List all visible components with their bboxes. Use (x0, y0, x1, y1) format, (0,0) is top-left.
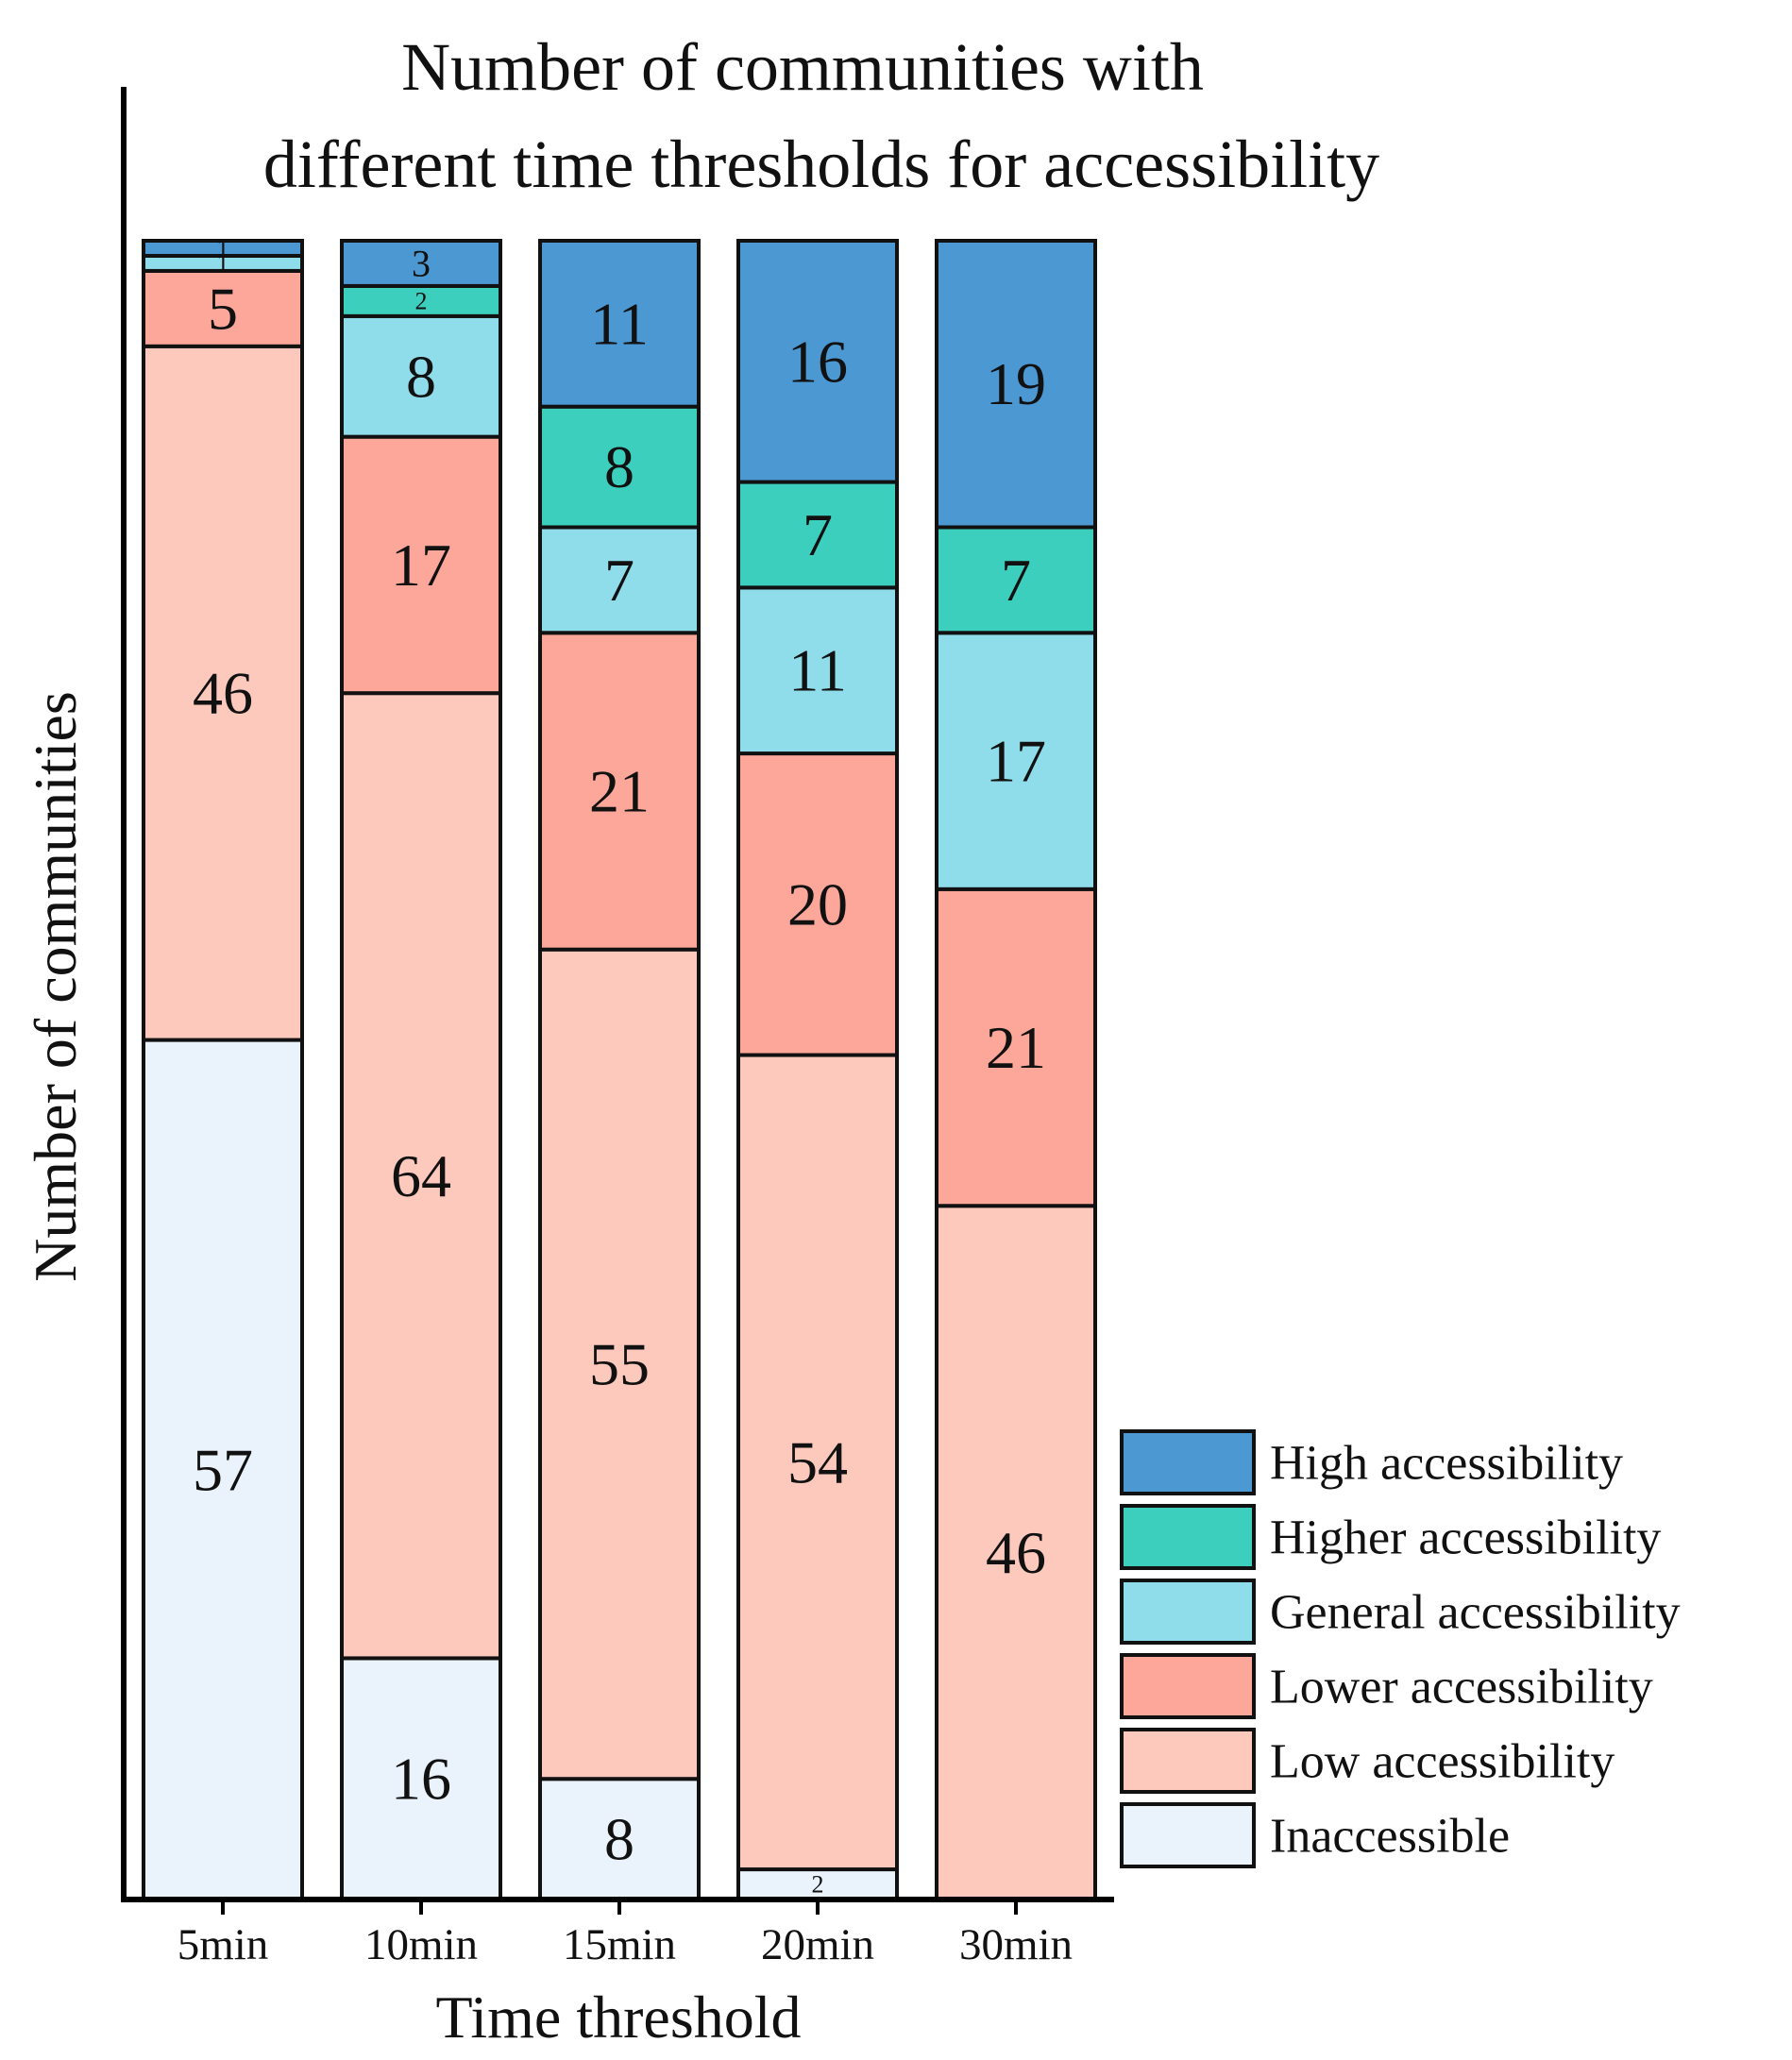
legend-swatch-lower-accessibility (1120, 1653, 1256, 1719)
bar-15min-low-accessibility (538, 947, 701, 1781)
bar-label-20min-lower-accessibility: 20 (787, 870, 848, 937)
legend-swatch-higher-accessibility (1120, 1504, 1256, 1570)
legend-swatch-inaccessible (1120, 1802, 1256, 1868)
bar-30min-higher-accessibility (935, 525, 1097, 635)
x-ticks-group: 5min 10min 15min 20min 30min (178, 1900, 1073, 1969)
legend-label-higher-accessibility: Higher accessibility (1270, 1511, 1661, 1565)
x-tick-label-30min: 30min (959, 1920, 1073, 1969)
bar-label-5min-high-accessibility: 1 (217, 234, 229, 262)
bar-label-5min-lower-accessibility: 5 (208, 275, 238, 342)
legend: High accessibility Higher accessibility Ge… (1120, 1429, 1681, 1868)
bar-label-30min-general-accessibility: 17 (986, 728, 1046, 795)
bar-label-30min-high-accessibility: 19 (986, 350, 1046, 417)
x-tick-label-15min: 15min (563, 1920, 676, 1969)
bar-label-30min-low-accessibility: 46 (986, 1519, 1046, 1586)
bar-label-10min-lower-accessibility: 17 (391, 532, 451, 599)
bar-label-20min-inaccessible: 2 (812, 1871, 824, 1899)
bar-label-15min-inaccessible: 8 (604, 1806, 634, 1873)
bar-label-15min-general-accessibility: 7 (604, 547, 634, 614)
bar-label-10min-low-accessibility: 64 (391, 1142, 451, 1209)
legend-label-low-accessibility: Low accessibility (1270, 1735, 1614, 1789)
bar-30min-lower-accessibility (935, 886, 1097, 1208)
bar-label-20min-low-accessibility: 54 (787, 1428, 848, 1495)
bar-5min-low-accessibility (142, 344, 304, 1042)
x-tick-label-20min: 20min (761, 1920, 874, 1969)
bar-30min-high-accessibility (935, 239, 1097, 530)
bar-label-10min-higher-accessibility: 2 (415, 287, 428, 314)
bar-label-5min-inaccessible: 57 (193, 1436, 253, 1503)
chart-title-line-2: different time thresholds for accessibil… (263, 127, 1379, 202)
legend-swatch-high-accessibility (1120, 1429, 1256, 1495)
bar-label-15min-higher-accessibility: 8 (604, 433, 634, 500)
bar-10min-high-accessibility (340, 239, 502, 288)
bar-5min-inaccessible (142, 1038, 304, 1901)
bar-label-20min-general-accessibility: 11 (788, 637, 847, 704)
bar-20min-higher-accessibility (736, 480, 899, 590)
legend-swatch-general-accessibility (1120, 1579, 1256, 1645)
bar-5min-high-accessibility (142, 239, 304, 258)
bar-label-30min-lower-accessibility: 21 (986, 1014, 1046, 1081)
legend-label-inaccessible: Inaccessible (1270, 1810, 1510, 1864)
bar-label-20min-high-accessibility: 16 (787, 328, 848, 395)
x-tick-label-5min: 5min (178, 1920, 269, 1969)
bar-label-10min-inaccessible: 16 (391, 1746, 451, 1813)
bar-15min-higher-accessibility (538, 404, 701, 530)
bar-label-15min-low-accessibility: 55 (589, 1330, 650, 1397)
bar-label-10min-general-accessibility: 8 (406, 343, 436, 410)
bar-20min-lower-accessibility (736, 751, 899, 1057)
bars-group: 57 46 5 11 16 64 17 8 2 3 8 55 21 7 8 11 2 54 20 1 17 16 46 21 1… (142, 234, 1097, 1902)
bar-30min-general-accessibility (935, 631, 1097, 891)
x-axis-title: Time threshold (436, 1984, 802, 2051)
bar-label-5min-low-accessibility: 46 (193, 660, 253, 727)
bar-10min-higher-accessibility (340, 283, 502, 318)
bar-15min-lower-accessibility (538, 631, 701, 952)
bar-20min-high-accessibility (736, 239, 899, 484)
legend-label-high-accessibility: High accessibility (1270, 1437, 1623, 1491)
x-tick-label-10min: 10min (364, 1920, 478, 1969)
bar-label-15min-lower-accessibility: 21 (589, 758, 650, 825)
chart-title-line-1: Number of communities with (401, 29, 1204, 105)
y-axis-title: Number of communities (22, 691, 89, 1282)
bar-10min-lower-accessibility (340, 434, 502, 696)
bar-label-10min-high-accessibility: 3 (412, 242, 431, 284)
bar-label-20min-higher-accessibility: 7 (803, 501, 833, 568)
bar-20min-general-accessibility (736, 585, 899, 756)
bar-label-15min-high-accessibility: 11 (590, 290, 649, 357)
bar-10min-general-accessibility (340, 313, 502, 439)
bar-label-30min-higher-accessibility: 7 (1001, 547, 1031, 614)
bar-15min-high-accessibility (538, 239, 701, 409)
bar-15min-general-accessibility (538, 525, 701, 635)
bar-20min-low-accessibility (736, 1053, 899, 1872)
legend-label-lower-accessibility: Lower accessibility (1270, 1661, 1653, 1714)
legend-swatch-low-accessibility (1120, 1728, 1256, 1794)
legend-label-general-accessibility: General accessibility (1270, 1586, 1681, 1640)
